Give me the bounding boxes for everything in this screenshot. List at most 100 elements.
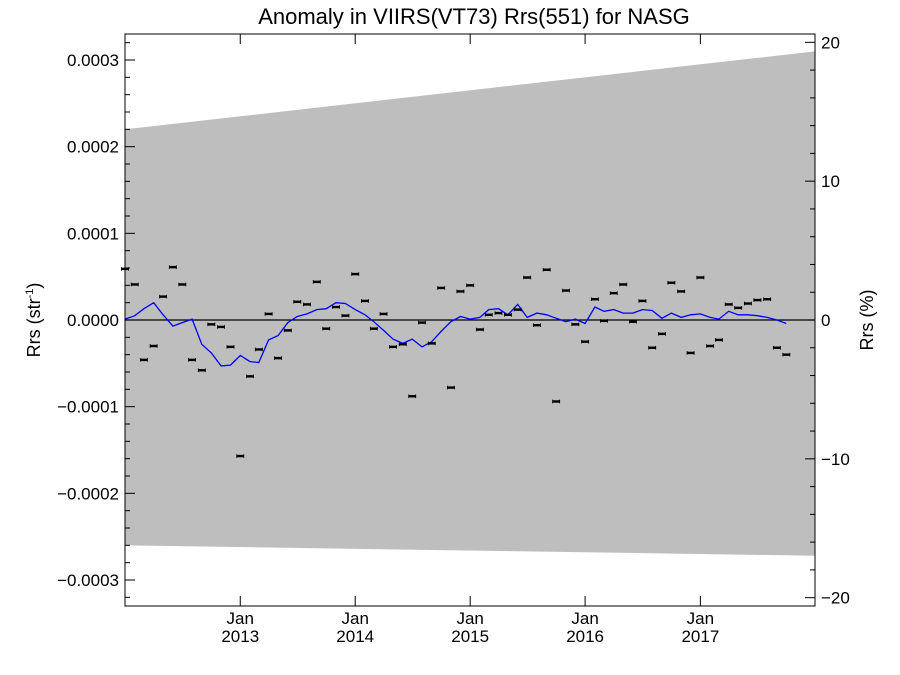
data-point [246, 374, 254, 379]
data-point [168, 265, 177, 269]
x-tick-label-month: Jan [227, 609, 254, 628]
y-tick-label-right: −20 [821, 589, 850, 608]
x-tick-label-year: 2015 [451, 627, 489, 646]
data-point [303, 302, 311, 307]
y-tick-label-left: 0.0003 [67, 51, 119, 70]
data-point [361, 299, 369, 303]
data-point [351, 272, 360, 276]
x-tick-label-month: Jan [571, 609, 598, 628]
data-point [466, 283, 475, 288]
y-tick-label-right: 10 [821, 172, 840, 191]
data-point [686, 351, 695, 355]
data-point [159, 294, 168, 299]
data-point [542, 267, 551, 272]
data-point [714, 338, 723, 342]
data-point [763, 297, 772, 301]
y-tick-label-right: 20 [821, 33, 840, 52]
data-point [369, 326, 378, 331]
data-point [638, 299, 647, 303]
data-point [484, 313, 493, 317]
data-point [503, 313, 512, 317]
running-mean-layer [124, 301, 787, 367]
data-points-layer [121, 265, 791, 458]
data-point [772, 345, 781, 350]
y-tick-label-left: −0.0001 [57, 398, 119, 417]
y-axis-label-left-superscript: -1 [24, 289, 36, 299]
data-point [254, 347, 263, 352]
data-point [734, 306, 743, 310]
data-point [312, 280, 321, 284]
data-point [667, 280, 676, 285]
y-axis-label-left-close: ) [24, 283, 44, 289]
data-point [706, 344, 715, 348]
data-point [437, 286, 446, 290]
y-axis-label-right: Rrs (%) [857, 290, 877, 351]
data-point [188, 358, 197, 362]
data-point [532, 323, 541, 327]
data-point [207, 322, 216, 327]
data-point [475, 327, 484, 332]
data-point [629, 319, 637, 324]
data-point [571, 322, 580, 327]
y-axis-label-left: Rrs (str-1) [24, 283, 44, 358]
x-tick-label-year: 2013 [221, 627, 259, 646]
data-point [217, 325, 226, 329]
data-point [743, 301, 752, 306]
data-point [456, 289, 465, 294]
y-tick-label-left: 0.0002 [67, 138, 119, 157]
data-point [379, 312, 388, 316]
data-point [427, 341, 436, 346]
y-axis-label-left-text: Rrs (str [24, 298, 44, 357]
data-point [332, 305, 340, 309]
data-point [418, 320, 426, 325]
data-point [446, 385, 455, 390]
data-point [341, 313, 350, 318]
data-point [609, 291, 618, 295]
data-point [648, 345, 657, 350]
data-point [494, 311, 503, 315]
x-tick-label-month: Jan [341, 609, 368, 628]
data-point [149, 344, 158, 348]
running-mean-line [124, 301, 787, 367]
data-point [513, 307, 522, 312]
data-point [226, 345, 235, 349]
data-point [236, 454, 245, 458]
x-tick-label-year: 2016 [566, 627, 604, 646]
data-point [322, 326, 331, 331]
data-point [408, 394, 417, 399]
data-point [552, 399, 561, 404]
data-point [581, 339, 590, 344]
ticks-layer: 0.0003 0.0002 0.0001 0.0000 −0.0001 −0.0002 −0… [57, 33, 850, 646]
data-point [619, 282, 628, 287]
x-tick-label-year: 2014 [336, 627, 374, 646]
y-tick-label-left: −0.0002 [57, 484, 119, 503]
data-point [523, 275, 532, 280]
data-point [724, 302, 733, 307]
uncertainty-band [125, 51, 815, 556]
x-tick-label-month: Jan [456, 609, 483, 628]
y-tick-label-left: 0.0000 [67, 311, 119, 330]
data-point [389, 345, 397, 349]
data-point [264, 312, 273, 316]
data-point [590, 297, 599, 301]
data-point [677, 289, 686, 294]
y-tick-label-left: 0.0001 [67, 224, 119, 243]
data-point [398, 342, 407, 347]
data-point [561, 288, 570, 293]
y-tick-label-left: −0.0003 [57, 571, 119, 590]
data-point [696, 275, 705, 280]
y-tick-label-right: 0 [821, 311, 830, 330]
data-point [782, 352, 791, 357]
data-point [274, 356, 283, 360]
data-point [130, 282, 139, 287]
data-point [293, 300, 302, 304]
data-point [753, 298, 762, 302]
x-tick-label-month: Jan [687, 609, 714, 628]
data-point [283, 328, 292, 333]
data-point [657, 332, 666, 336]
y-tick-label-right: −10 [821, 450, 850, 469]
data-point [139, 358, 148, 362]
uncertainty-band-layer [125, 51, 815, 556]
x-tick-label-year: 2017 [681, 627, 719, 646]
